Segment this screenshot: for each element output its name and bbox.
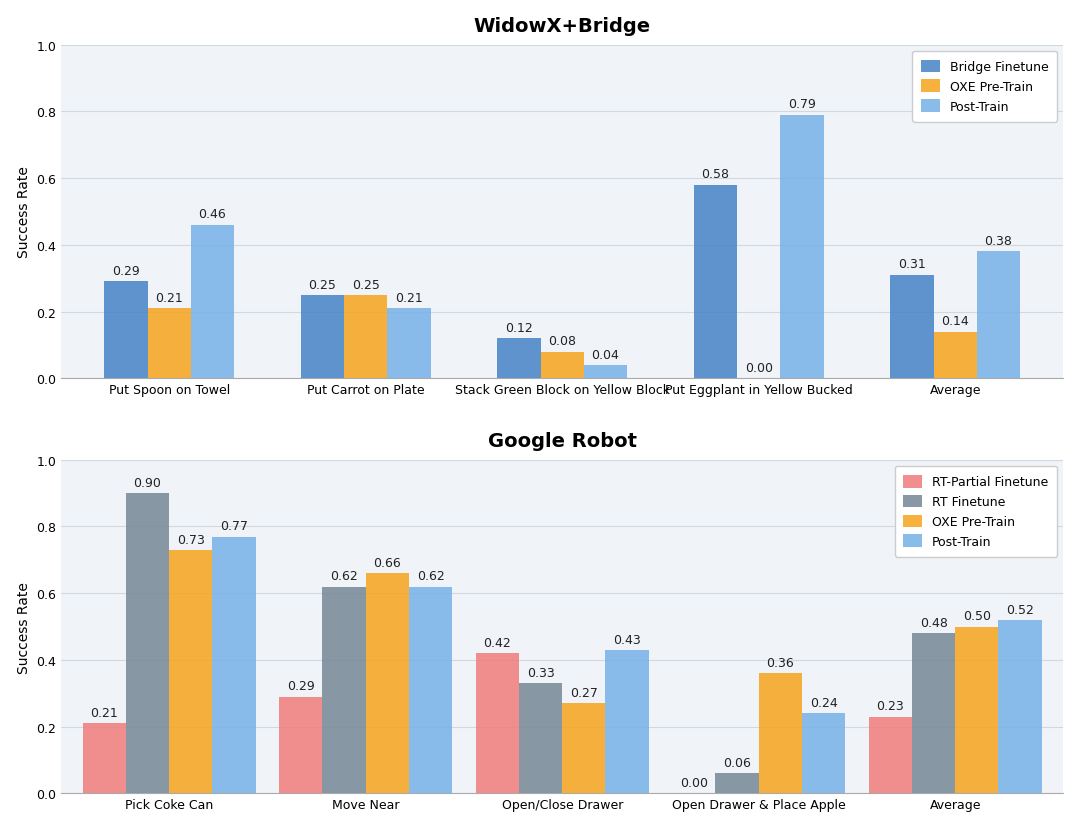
Bar (83, 724, 126, 793)
Text: 0.00: 0.00 (680, 776, 707, 789)
Bar (541, 352, 584, 379)
Text: 0.58: 0.58 (702, 168, 729, 181)
Text: 0.06: 0.06 (724, 756, 751, 769)
Text: 0.42: 0.42 (484, 636, 511, 649)
Bar (148, 309, 191, 379)
Text: 0.77: 0.77 (220, 519, 248, 532)
Bar (519, 684, 563, 793)
Text: 0.29: 0.29 (287, 680, 314, 692)
Bar (759, 673, 802, 793)
Text: 0.21: 0.21 (156, 291, 183, 305)
Text: 0.23: 0.23 (877, 700, 904, 713)
Bar (890, 276, 933, 379)
Bar (606, 650, 649, 793)
Bar (563, 704, 606, 793)
Bar (345, 296, 388, 379)
Text: 0.50: 0.50 (963, 609, 990, 623)
Y-axis label: Success Rate: Success Rate (16, 581, 30, 672)
Bar (409, 587, 453, 793)
Bar (715, 773, 759, 793)
Bar (366, 574, 409, 793)
Text: 0.38: 0.38 (985, 235, 1012, 248)
Text: 0.27: 0.27 (570, 686, 597, 699)
Bar (323, 587, 366, 793)
Bar (126, 493, 170, 793)
Bar (693, 185, 738, 379)
Text: 0.25: 0.25 (352, 278, 380, 291)
Text: 0.29: 0.29 (112, 265, 139, 278)
Bar (912, 633, 955, 793)
Text: 0.43: 0.43 (613, 633, 640, 646)
Text: 0.79: 0.79 (788, 99, 815, 111)
Text: 0.33: 0.33 (527, 667, 554, 679)
Text: 0.21: 0.21 (395, 291, 422, 305)
Text: 0.52: 0.52 (1007, 603, 1034, 616)
Text: 0.36: 0.36 (767, 657, 794, 669)
Legend: RT-Partial Finetune, RT Finetune, OXE Pre-Train, Post-Train: RT-Partial Finetune, RT Finetune, OXE Pr… (894, 466, 1057, 557)
Text: 0.46: 0.46 (199, 208, 227, 221)
Text: 0.48: 0.48 (920, 616, 947, 629)
Bar (498, 339, 541, 379)
Text: 0.14: 0.14 (942, 315, 969, 328)
Text: 0.21: 0.21 (91, 706, 118, 720)
Title: Google Robot: Google Robot (488, 431, 637, 450)
Text: 0.12: 0.12 (505, 321, 532, 335)
Bar (802, 714, 846, 793)
Bar (999, 620, 1042, 793)
Bar (280, 697, 323, 793)
Text: 0.04: 0.04 (592, 348, 620, 361)
Text: 0.08: 0.08 (549, 335, 577, 348)
Text: 0.90: 0.90 (134, 476, 162, 489)
Text: 0.31: 0.31 (899, 258, 926, 271)
Y-axis label: Success Rate: Success Rate (16, 166, 30, 258)
Bar (213, 537, 256, 793)
Text: 0.62: 0.62 (330, 570, 357, 583)
Bar (301, 296, 345, 379)
Text: 0.62: 0.62 (417, 570, 444, 583)
Bar (475, 653, 519, 793)
Bar (868, 717, 912, 793)
Bar (388, 309, 431, 379)
Text: 0.00: 0.00 (745, 362, 772, 374)
Legend: Bridge Finetune, OXE Pre-Train, Post-Train: Bridge Finetune, OXE Pre-Train, Post-Tra… (913, 51, 1057, 123)
Bar (584, 365, 627, 379)
Bar (781, 115, 824, 379)
Title: WidowX+Bridge: WidowX+Bridge (474, 17, 651, 36)
Text: 0.66: 0.66 (374, 556, 401, 569)
Bar (105, 282, 148, 379)
Bar (955, 627, 999, 793)
Text: 0.25: 0.25 (309, 278, 336, 291)
Bar (170, 550, 213, 793)
Text: 0.24: 0.24 (810, 696, 837, 710)
Bar (191, 225, 234, 379)
Bar (977, 253, 1021, 379)
Bar (933, 332, 977, 379)
Text: 0.73: 0.73 (177, 533, 205, 546)
